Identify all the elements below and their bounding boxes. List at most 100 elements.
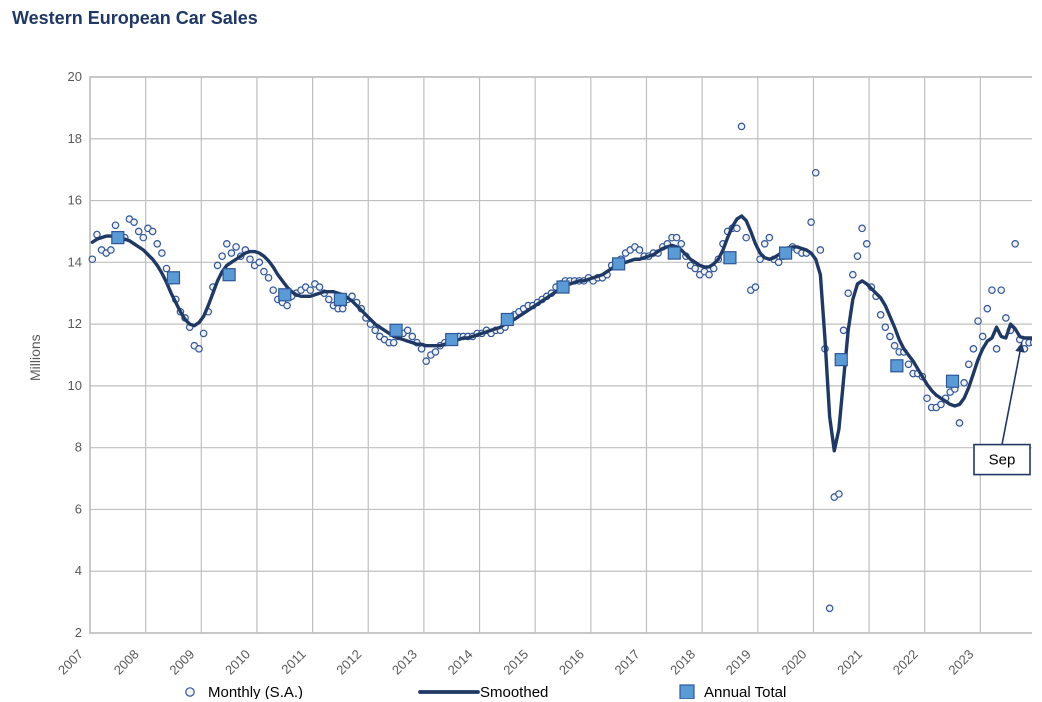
svg-text:2013: 2013 xyxy=(389,647,420,678)
svg-text:2011: 2011 xyxy=(278,647,308,677)
monthly-point xyxy=(149,228,155,234)
svg-text:2008: 2008 xyxy=(111,647,142,678)
annual-marker xyxy=(446,334,458,346)
monthly-point xyxy=(340,305,346,311)
annual-marker xyxy=(334,293,346,305)
monthly-point xyxy=(998,287,1004,293)
monthly-point xyxy=(200,330,206,336)
monthly-point xyxy=(404,327,410,333)
monthly-point xyxy=(108,247,114,253)
monthly-point xyxy=(938,401,944,407)
svg-text:12: 12 xyxy=(68,316,82,331)
monthly-point xyxy=(975,318,981,324)
chart-title: Western European Car Sales xyxy=(12,8,1032,29)
monthly-point xyxy=(432,349,438,355)
monthly-point xyxy=(775,259,781,265)
monthly-point xyxy=(1012,241,1018,247)
monthly-point xyxy=(924,395,930,401)
monthly-point xyxy=(140,234,146,240)
monthly-point xyxy=(247,256,253,262)
annual-marker xyxy=(891,360,903,372)
monthly-point xyxy=(905,361,911,367)
monthly-point xyxy=(154,241,160,247)
monthly-point xyxy=(859,225,865,231)
monthly-point xyxy=(808,219,814,225)
svg-text:Millions: Millions xyxy=(27,334,43,381)
monthly-point xyxy=(877,312,883,318)
callout-arrow xyxy=(1002,342,1022,444)
monthly-point xyxy=(159,250,165,256)
annual-marker xyxy=(947,375,959,387)
monthly-point xyxy=(1003,315,1009,321)
monthly-point xyxy=(692,265,698,271)
svg-text:18: 18 xyxy=(68,131,82,146)
monthly-point xyxy=(956,420,962,426)
monthly-point xyxy=(409,333,415,339)
annual-marker xyxy=(501,313,513,325)
svg-text:10: 10 xyxy=(68,378,82,393)
svg-text:Smoothed: Smoothed xyxy=(480,684,548,699)
monthly-point xyxy=(270,287,276,293)
monthly-point xyxy=(678,241,684,247)
monthly-point xyxy=(214,262,220,268)
svg-text:16: 16 xyxy=(68,193,82,208)
svg-text:2020: 2020 xyxy=(778,647,809,678)
monthly-point xyxy=(762,241,768,247)
chart-svg: 2468101214161820200720082009201020112012… xyxy=(10,33,1032,699)
svg-text:2018: 2018 xyxy=(667,647,698,678)
annual-marker xyxy=(557,281,569,293)
svg-text:2022: 2022 xyxy=(890,647,921,678)
svg-text:2017: 2017 xyxy=(612,647,643,678)
monthly-point xyxy=(836,491,842,497)
svg-text:2014: 2014 xyxy=(445,647,476,678)
monthly-point xyxy=(131,219,137,225)
monthly-point xyxy=(989,287,995,293)
monthly-point xyxy=(233,244,239,250)
svg-text:8: 8 xyxy=(75,440,82,455)
svg-text:2010: 2010 xyxy=(222,647,253,678)
monthly-point xyxy=(391,339,397,345)
annual-marker xyxy=(167,272,179,284)
monthly-point xyxy=(854,253,860,259)
annual-marker xyxy=(279,289,291,301)
monthly-point xyxy=(163,265,169,271)
annual-marker xyxy=(223,269,235,281)
svg-text:Monthly (S.A.): Monthly (S.A.) xyxy=(208,684,303,699)
svg-text:2: 2 xyxy=(75,625,82,640)
monthly-point xyxy=(1030,339,1032,345)
annual-marker xyxy=(390,324,402,336)
annual-marker xyxy=(112,232,124,244)
chart-container: { "chart": { "type": "mixed-line-scatter… xyxy=(0,0,1042,702)
monthly-point xyxy=(89,256,95,262)
monthly-point xyxy=(826,605,832,611)
svg-text:2016: 2016 xyxy=(556,647,587,678)
svg-text:2009: 2009 xyxy=(166,647,197,678)
monthly-point xyxy=(423,358,429,364)
monthly-point xyxy=(738,123,744,129)
monthly-point xyxy=(993,346,999,352)
monthly-point xyxy=(706,271,712,277)
callout-label: Sep xyxy=(989,452,1016,469)
monthly-point xyxy=(228,250,234,256)
monthly-point xyxy=(673,234,679,240)
monthly-point xyxy=(813,170,819,176)
annual-marker xyxy=(724,252,736,264)
monthly-point xyxy=(265,275,271,281)
monthly-point xyxy=(112,222,118,228)
monthly-point xyxy=(135,228,141,234)
monthly-point xyxy=(864,241,870,247)
monthly-point xyxy=(261,268,267,274)
monthly-point xyxy=(326,296,332,302)
svg-text:2012: 2012 xyxy=(333,647,364,678)
monthly-point xyxy=(316,284,322,290)
monthly-point xyxy=(817,247,823,253)
monthly-point xyxy=(970,346,976,352)
svg-text:2019: 2019 xyxy=(723,647,754,678)
monthly-point xyxy=(891,343,897,349)
monthly-point xyxy=(766,234,772,240)
svg-text:2015: 2015 xyxy=(500,647,531,678)
monthly-point xyxy=(224,241,230,247)
annual-marker xyxy=(835,354,847,366)
monthly-point xyxy=(636,247,642,253)
monthly-point xyxy=(752,284,758,290)
